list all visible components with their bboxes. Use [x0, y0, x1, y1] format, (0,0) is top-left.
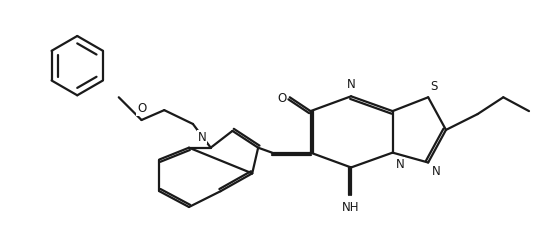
Text: N: N [198, 131, 207, 144]
Text: N: N [347, 78, 356, 91]
Text: S: S [430, 80, 437, 93]
Text: O: O [137, 102, 146, 115]
Text: NH: NH [343, 201, 360, 214]
Text: N: N [396, 158, 404, 171]
Text: N: N [432, 166, 441, 179]
Text: O: O [278, 92, 287, 105]
